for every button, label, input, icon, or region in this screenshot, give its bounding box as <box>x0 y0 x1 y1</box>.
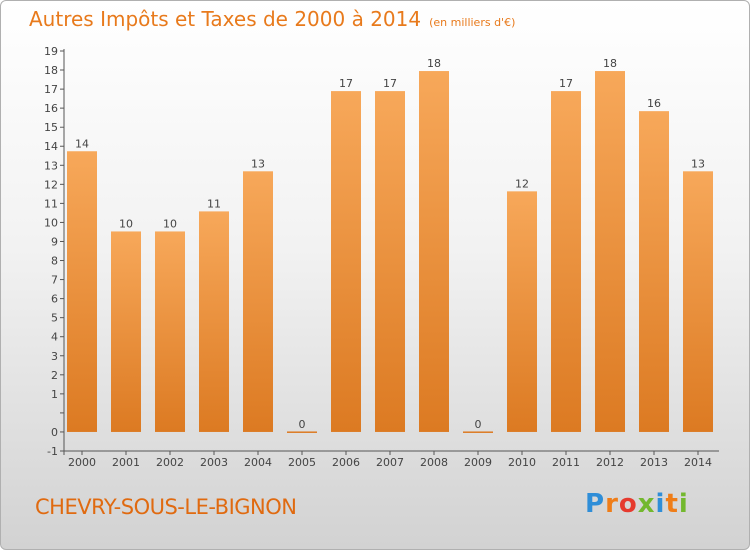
bar-2008 <box>419 71 449 432</box>
x-tick-label-2007: 2007 <box>376 456 404 469</box>
bar-2002 <box>155 231 185 432</box>
x-tick-label-2005: 2005 <box>288 456 316 469</box>
bar-2005 <box>287 431 317 433</box>
x-tick-label-2006: 2006 <box>332 456 360 469</box>
proxiti-logo: Proxiti <box>585 489 689 519</box>
y-tick-label: 17 <box>44 83 58 96</box>
data-label-2011: 17 <box>559 77 573 90</box>
y-tick-label: 11 <box>44 197 58 210</box>
y-tick-label: 19 <box>44 45 58 58</box>
y-tick-label: 5 <box>51 312 58 325</box>
logo-letter: i <box>678 489 689 519</box>
x-tick-label-2012: 2012 <box>596 456 624 469</box>
x-tick-label-2004: 2004 <box>244 456 272 469</box>
y-tick-label: 13 <box>44 159 58 172</box>
y-tick-label: 3 <box>51 350 58 363</box>
x-tick-label-2011: 2011 <box>552 456 580 469</box>
data-label-2008: 18 <box>427 57 441 70</box>
bar-2009 <box>463 431 493 433</box>
x-tick-label-2008: 2008 <box>420 456 448 469</box>
bar-2006 <box>331 91 361 432</box>
logo-letter: o <box>618 489 638 519</box>
logo-letter: i <box>655 489 666 519</box>
data-label-2005: 0 <box>299 418 306 431</box>
bar-2007 <box>375 91 405 432</box>
x-tick-label-2009: 2009 <box>464 456 492 469</box>
y-tick-label: 15 <box>44 121 58 134</box>
y-tick-label: 12 <box>44 178 58 191</box>
data-label-2000: 14 <box>75 137 89 150</box>
x-axis: 2000 2001 2002 2003 2004 2005 2006 2007 2008 2009… <box>68 451 712 469</box>
data-label-2014: 13 <box>691 157 705 170</box>
bar-2004 <box>243 171 273 432</box>
y-tick-label: 4 <box>51 331 58 344</box>
y-tick-label: -1 <box>47 445 58 458</box>
bar-2010 <box>507 191 537 432</box>
y-tick-label: 18 <box>44 64 58 77</box>
bar-2001 <box>111 231 141 432</box>
data-label-2009: 0 <box>475 418 482 431</box>
x-tick-label-2014: 2014 <box>684 456 712 469</box>
data-label-2002: 10 <box>163 217 177 230</box>
bar-2003 <box>199 211 229 432</box>
y-tick-label: 1 <box>51 388 58 401</box>
bar-2013 <box>639 111 669 432</box>
data-label-2006: 17 <box>339 77 353 90</box>
data-label-2003: 11 <box>207 197 221 210</box>
logo-letter: x <box>637 489 656 519</box>
chart-unit-note: (en milliers d'€) <box>429 16 516 29</box>
data-label-2004: 13 <box>251 157 265 170</box>
data-label-2012: 18 <box>603 57 617 70</box>
y-tick-label: 8 <box>51 255 58 268</box>
y-tick-label: 9 <box>51 235 58 248</box>
y-tick-label: 14 <box>44 140 58 153</box>
bar-2000 <box>67 151 97 432</box>
data-label-2007: 17 <box>383 77 397 90</box>
logo-letter: P <box>585 489 606 519</box>
x-tick-label-2013: 2013 <box>640 456 668 469</box>
y-tick-label: 6 <box>51 293 58 306</box>
data-label-2010: 12 <box>515 177 529 190</box>
chart-title: Autres Impôts et Taxes de 2000 à 2014 (en… <box>29 7 515 31</box>
x-tick-label-2010: 2010 <box>508 456 536 469</box>
bar-2014 <box>683 171 713 432</box>
y-tick-label: 7 <box>51 274 58 287</box>
logo-letter: t <box>665 489 679 519</box>
commune-name: CHEVRY-SOUS-LE-BIGNON <box>35 495 297 519</box>
x-tick-label-2002: 2002 <box>156 456 184 469</box>
chart-title-text: Autres Impôts et Taxes de 2000 à 2014 <box>29 7 422 31</box>
x-tick-label-2000: 2000 <box>68 456 96 469</box>
y-tick-label: 2 <box>51 369 58 382</box>
data-label-2013: 16 <box>647 97 661 110</box>
y-tick-label: 0 <box>51 426 58 439</box>
x-tick-label-2003: 2003 <box>200 456 228 469</box>
y-tick-label: 16 <box>44 102 58 115</box>
x-tick-label-2001: 2001 <box>112 456 140 469</box>
bars <box>67 71 713 433</box>
bar-2012 <box>595 71 625 432</box>
bar-2011 <box>551 91 581 432</box>
data-labels: 14 10 10 11 13 0 17 17 18 0 12 17 18 16 13 <box>75 57 705 431</box>
data-label-2001: 10 <box>119 217 133 230</box>
logo-letter: r <box>605 489 619 519</box>
y-tick-label: 10 <box>44 216 58 229</box>
